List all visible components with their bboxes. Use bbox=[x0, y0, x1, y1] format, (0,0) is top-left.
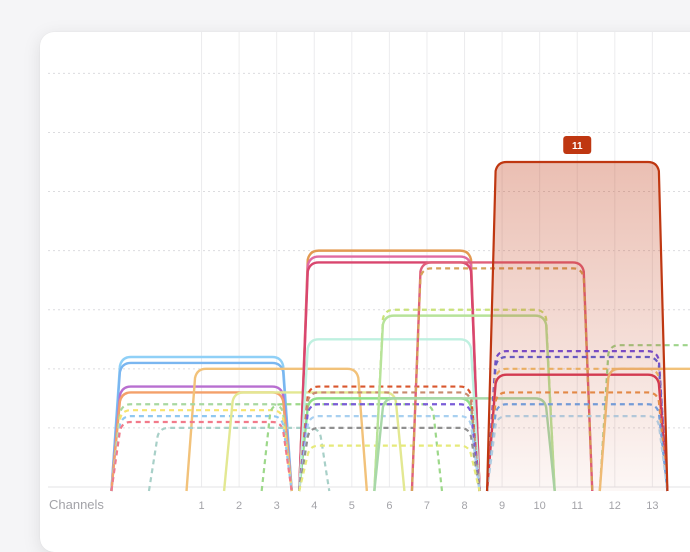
network-curve[interactable] bbox=[110, 391, 293, 492]
network-curve[interactable] bbox=[185, 367, 369, 492]
network-curve[interactable] bbox=[298, 261, 481, 492]
x-tick-label: 10 bbox=[534, 500, 546, 512]
x-tick-label: 9 bbox=[499, 500, 505, 512]
x-tick-label: 7 bbox=[424, 500, 430, 512]
x-tick-label: 2 bbox=[236, 500, 242, 512]
network-curve[interactable] bbox=[298, 391, 481, 492]
x-tick-label: 6 bbox=[386, 500, 392, 512]
network-curve[interactable] bbox=[110, 409, 293, 492]
x-tick-label: 4 bbox=[311, 500, 317, 512]
highlighted-network-curve[interactable] bbox=[485, 160, 669, 492]
wifi-channel-chart: 11 Channels 1 2 3 4 5 6 7 8 9 10 11 12 13 bbox=[48, 32, 690, 512]
network-curve[interactable] bbox=[298, 338, 481, 492]
network-curve[interactable] bbox=[110, 414, 293, 492]
network-curve[interactable] bbox=[298, 249, 481, 492]
x-tick-label: 5 bbox=[349, 500, 355, 512]
network-curve[interactable] bbox=[298, 385, 481, 492]
network-curve[interactable] bbox=[147, 426, 331, 492]
x-tick-label: 8 bbox=[461, 500, 467, 512]
x-tick-label: 1 bbox=[198, 500, 204, 512]
x-tick-label: 11 bbox=[572, 500, 583, 512]
network-curve[interactable] bbox=[298, 403, 481, 492]
highlight-area bbox=[487, 162, 668, 491]
x-tick-label: 3 bbox=[274, 500, 280, 512]
network-curve[interactable] bbox=[110, 403, 293, 492]
chart-card: 11 Channels 1 2 3 4 5 6 7 8 9 10 11 12 13 bbox=[40, 32, 690, 552]
network-curve[interactable] bbox=[110, 355, 293, 492]
network-curve[interactable] bbox=[298, 426, 481, 492]
channel-badge-label: 11 bbox=[572, 141, 583, 152]
x-tick-label: 13 bbox=[646, 500, 658, 512]
network-curve[interactable] bbox=[298, 414, 481, 492]
x-axis-title: Channels bbox=[49, 497, 104, 512]
channel-badge bbox=[563, 136, 592, 154]
x-tick-label: 12 bbox=[609, 500, 621, 512]
